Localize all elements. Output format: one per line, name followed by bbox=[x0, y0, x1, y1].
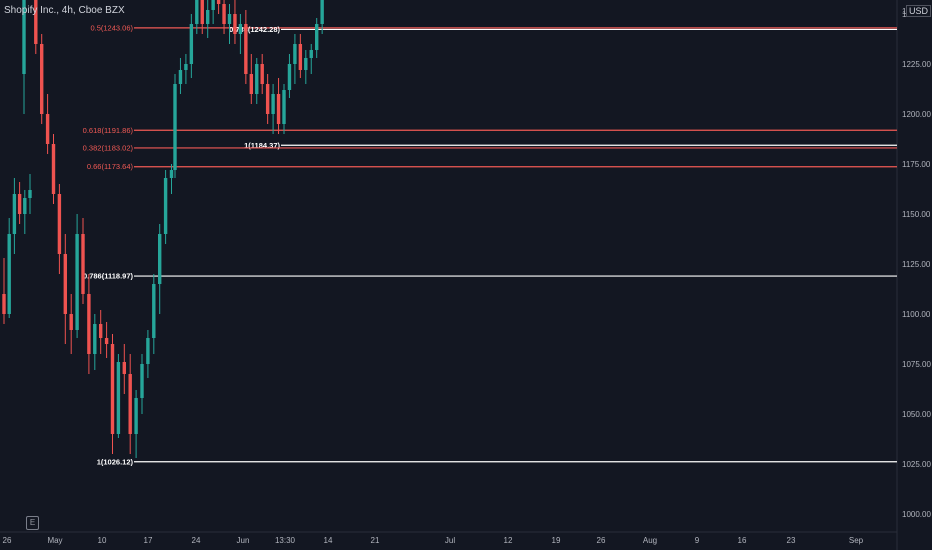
x-tick-label: Jul bbox=[445, 536, 455, 545]
fib-level-label: 0.786(1242.28) bbox=[229, 25, 280, 34]
candle-body bbox=[2, 294, 6, 314]
candle-body bbox=[211, 0, 215, 10]
y-tick-label: 1050.00 bbox=[902, 410, 931, 419]
candle-body bbox=[265, 84, 270, 114]
x-tick-label: 10 bbox=[98, 536, 107, 545]
candle-body bbox=[57, 194, 62, 254]
candle-body bbox=[244, 24, 248, 74]
y-tick-label: 1025.00 bbox=[902, 460, 931, 469]
x-tick-label: 26 bbox=[3, 536, 12, 545]
fib-level-label: 1(1026.12) bbox=[97, 457, 134, 466]
candle-body bbox=[17, 194, 22, 214]
chart-title: Shopify Inc., 4h, Cboe BZX bbox=[4, 5, 125, 16]
candle-body bbox=[271, 94, 275, 114]
candle-body bbox=[81, 234, 85, 294]
candle-body bbox=[189, 24, 194, 64]
candle-body bbox=[233, 14, 237, 34]
x-tick-label: May bbox=[47, 536, 62, 545]
candle-body bbox=[128, 374, 132, 434]
candle-body bbox=[293, 44, 297, 64]
y-tick-label: 1000.00 bbox=[902, 510, 931, 519]
x-tick-label: Sep bbox=[849, 536, 864, 545]
x-tick-label: 13:30 bbox=[275, 536, 296, 545]
x-tick-label: 26 bbox=[597, 536, 606, 545]
candle-body bbox=[173, 84, 177, 170]
candle-body bbox=[276, 94, 281, 124]
candle-body bbox=[260, 64, 264, 84]
fib-level-label: 0.66(1173.64) bbox=[87, 162, 134, 171]
candle-body bbox=[51, 144, 56, 194]
candle-body bbox=[110, 344, 115, 434]
candle-body bbox=[93, 324, 97, 354]
x-tick-label: 9 bbox=[695, 536, 700, 545]
candle-body bbox=[146, 338, 150, 364]
tradingview-logo-icon[interactable]: E bbox=[26, 516, 39, 530]
y-tick-label: 1075.00 bbox=[902, 360, 931, 369]
candle-body bbox=[69, 314, 73, 330]
candle-body bbox=[34, 0, 38, 44]
y-tick-label: 1125.00 bbox=[902, 260, 931, 269]
y-tick-label: 1200.00 bbox=[902, 110, 931, 119]
y-tick-label: 1225.00 bbox=[902, 60, 931, 69]
candle-body bbox=[315, 24, 319, 50]
fib-level-label: 0.382(1183.02) bbox=[83, 143, 134, 152]
candle-body bbox=[320, 0, 324, 24]
candle-body bbox=[249, 74, 253, 94]
candle-body bbox=[238, 24, 243, 34]
candle-body bbox=[255, 64, 259, 94]
candle-body bbox=[304, 58, 308, 70]
x-tick-label: 23 bbox=[787, 536, 796, 545]
candle-body bbox=[309, 50, 313, 58]
candle-body bbox=[184, 64, 188, 70]
x-tick-label: 14 bbox=[324, 536, 333, 545]
candle-body bbox=[23, 198, 27, 214]
y-tick-label: 1150.00 bbox=[902, 210, 931, 219]
candle-body bbox=[152, 284, 156, 338]
candle-body bbox=[104, 338, 109, 344]
candle-body bbox=[12, 194, 17, 234]
candle-body bbox=[122, 362, 126, 374]
candle-body bbox=[45, 114, 50, 144]
candle-body bbox=[140, 364, 144, 398]
fib-level-label: 1(1184.37) bbox=[244, 141, 280, 150]
currency-label[interactable]: USD bbox=[906, 5, 932, 17]
x-tick-label: Jun bbox=[237, 536, 250, 545]
x-tick-label: 21 bbox=[371, 536, 380, 545]
candle-body bbox=[7, 234, 11, 314]
fib-level-label: 0.618(1191.86) bbox=[83, 126, 134, 135]
x-tick-label: 19 bbox=[552, 536, 561, 545]
fib-level-label: 0.5(1243.06) bbox=[90, 23, 133, 32]
x-tick-label: Aug bbox=[643, 536, 657, 545]
candle-body bbox=[134, 398, 138, 434]
candle-body bbox=[116, 362, 121, 434]
candle-body bbox=[287, 64, 292, 90]
candle-body bbox=[40, 44, 44, 114]
candle-body bbox=[216, 0, 221, 4]
x-tick-label: 17 bbox=[144, 536, 153, 545]
x-tick-label: 16 bbox=[738, 536, 747, 545]
candle-body bbox=[28, 190, 32, 198]
y-tick-label: 1175.00 bbox=[902, 160, 931, 169]
candle-body bbox=[178, 70, 183, 84]
candle-body bbox=[75, 234, 79, 330]
candle-body bbox=[298, 44, 303, 70]
candle-body bbox=[169, 170, 174, 178]
x-tick-label: 12 bbox=[504, 536, 513, 545]
candle-body bbox=[195, 0, 199, 24]
candle-body bbox=[222, 4, 226, 24]
candle-body bbox=[227, 14, 232, 24]
candle-body bbox=[87, 294, 91, 354]
candle-body bbox=[163, 178, 168, 234]
fib-level-label: 0.786(1118.97) bbox=[83, 272, 134, 281]
candle-body bbox=[282, 90, 286, 124]
y-tick-label: 1100.00 bbox=[902, 310, 931, 319]
candle-body bbox=[206, 10, 210, 24]
candle-body bbox=[200, 0, 204, 24]
candle-body bbox=[63, 254, 67, 314]
x-tick-label: 24 bbox=[192, 536, 201, 545]
candle-body bbox=[158, 234, 162, 284]
candle-body bbox=[99, 324, 103, 338]
candle-body bbox=[22, 0, 26, 74]
